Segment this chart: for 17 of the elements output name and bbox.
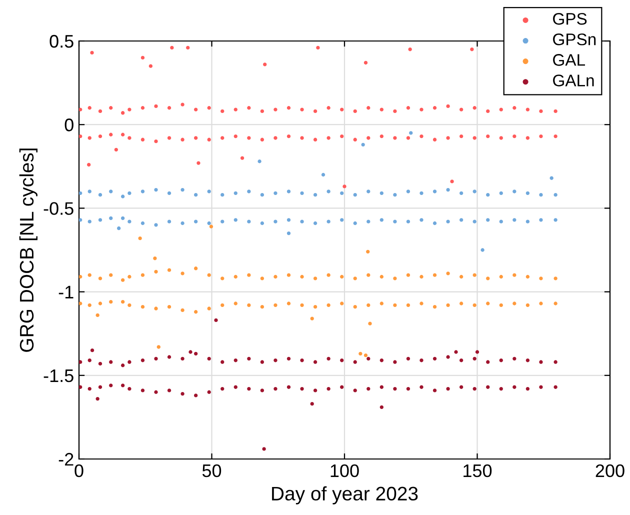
x-tick-label: 200 (596, 464, 624, 478)
x-tick-label: 50 (202, 464, 222, 478)
y-tick-label: -1 (58, 286, 74, 298)
legend-label: GPSn (553, 34, 596, 46)
x-axis-title: Day of year 2023 (272, 486, 418, 504)
y-tick-label: -1.5 (44, 370, 74, 382)
y-tick-label: 0.5 (50, 34, 74, 48)
x-tick-label: 100 (330, 464, 359, 478)
x-tick-label: 150 (464, 464, 492, 478)
y-axis-title: GRG DOCB [NL cycles] (19, 148, 38, 352)
legend-label: GAL (553, 54, 585, 66)
y-tick-label: -2 (58, 452, 74, 466)
y-tick-label: -0.5 (44, 202, 74, 215)
y-tick-label: 0 (64, 118, 74, 132)
legend-label: GPS (553, 12, 587, 25)
legend-label: GALn (553, 74, 594, 86)
x-tick-label: 0 (74, 464, 84, 478)
